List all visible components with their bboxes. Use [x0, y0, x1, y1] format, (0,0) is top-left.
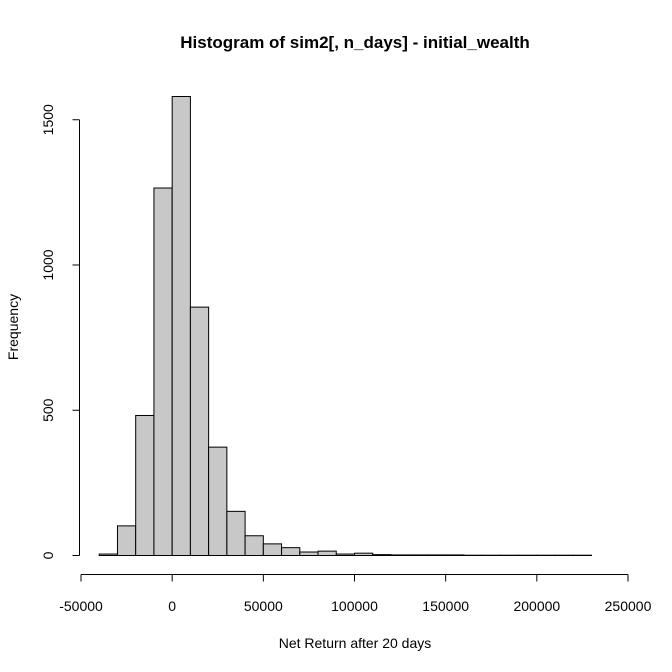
- histogram-bar: [299, 551, 319, 557]
- histogram-bar: [226, 510, 246, 556]
- histogram-bar: [171, 96, 191, 556]
- y-tick-label: 1000: [40, 249, 56, 280]
- x-tick-label: 200000: [513, 598, 560, 614]
- histogram-bar: [189, 306, 210, 556]
- histogram-bar: [153, 187, 173, 556]
- histogram-bar: [281, 547, 301, 556]
- x-tick-label: 100000: [331, 598, 378, 614]
- histogram-bar: [116, 525, 137, 556]
- x-axis-label: Net Return after 20 days: [279, 635, 432, 651]
- y-tick-label: 1500: [40, 104, 56, 135]
- histogram-bar: [372, 554, 392, 557]
- x-tick-label: 250000: [605, 598, 652, 614]
- y-axis-label: Frequency: [5, 294, 21, 360]
- y-tick-label: 500: [40, 398, 56, 422]
- histogram-bar: [445, 554, 465, 556]
- histogram-bar: [354, 552, 374, 556]
- histogram-bar: [390, 554, 410, 556]
- chart-title: Histogram of sim2[, n_days] - initial_we…: [180, 33, 530, 52]
- x-tick-label: 150000: [422, 598, 469, 614]
- x-tick-label: 50000: [244, 598, 283, 614]
- histogram-bar: [262, 543, 283, 557]
- x-axis: -50000 0 50000 100000 150000 200000 250000: [59, 574, 652, 614]
- histogram-bar: [317, 550, 337, 557]
- y-axis: 0 500 1000 1500: [40, 104, 80, 559]
- x-tick-label: 0: [168, 598, 176, 614]
- histogram-bar: [426, 554, 447, 556]
- histogram-bar: [208, 446, 228, 557]
- histogram-bar: [244, 535, 264, 556]
- y-tick-label: 0: [40, 551, 56, 559]
- bars-group: [98, 96, 593, 557]
- histogram-bar: [408, 554, 428, 556]
- histogram-bar: [335, 553, 355, 556]
- x-tick-label: -50000: [59, 598, 103, 614]
- histogram-bar: [98, 553, 118, 556]
- histogram-bar: [135, 414, 155, 557]
